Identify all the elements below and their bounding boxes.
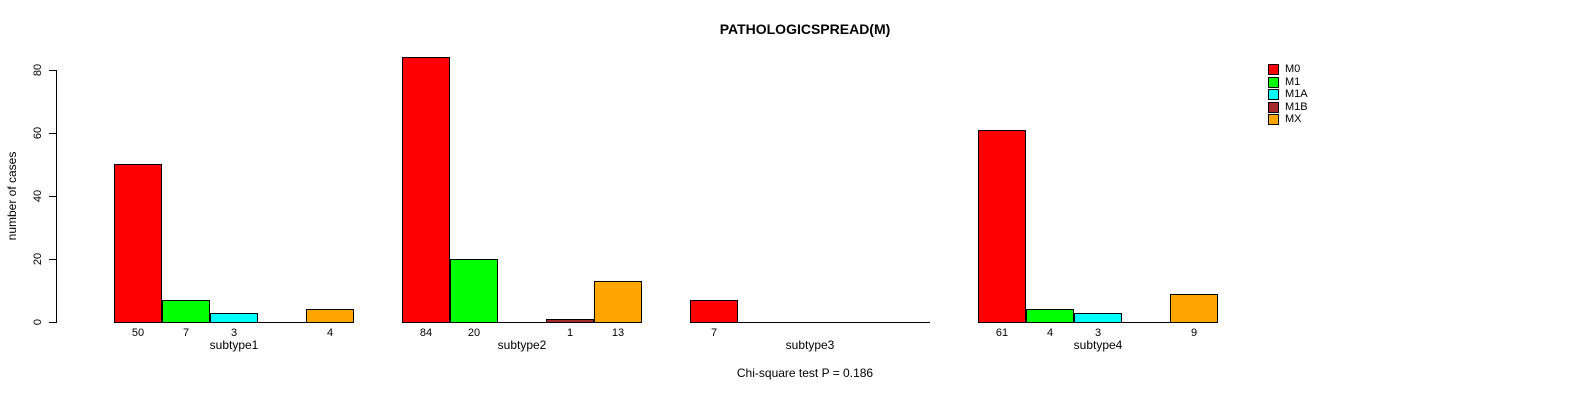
bar-M1A-subtype4 [1074,313,1122,323]
legend-swatch-M1B [1268,101,1279,113]
x-axis-label-subtype2: subtype2 [497,338,547,352]
y-axis-tick [49,196,56,197]
bar-value-label-M1-subtype1: 7 [182,327,190,339]
x-axis-label-subtype1: subtype1 [209,338,259,352]
legend-swatch-MX [1268,114,1279,125]
y-axis-tick-label: 20 [32,252,44,266]
chart-title: PATHOLOGICSPREAD(M) [719,21,891,37]
legend-swatch-M0 [1268,64,1279,75]
y-axis-tick [49,133,56,134]
bar-M0-subtype3 [690,300,738,323]
bar-M0-subtype1 [114,164,162,323]
legend-label-MX: MX [1285,113,1302,125]
bar-value-label-M1-subtype4: 4 [1046,327,1054,339]
bar-M1-subtype2 [450,259,498,323]
y-axis-tick-label: 80 [32,63,44,77]
bar-value-label-M0-subtype1: 50 [131,327,145,339]
bar-value-label-M1-subtype2: 20 [467,327,481,339]
legend-label-M0: M0 [1285,63,1301,75]
chi-square-caption: Chi-square test P = 0.186 [736,366,874,380]
bar-value-label-M1A-subtype1: 3 [230,327,238,339]
bar-M1-subtype1 [162,300,210,323]
bar-value-label-MX-subtype4: 9 [1190,327,1198,339]
y-axis-tick [49,70,56,71]
x-axis-label-subtype4: subtype4 [1073,338,1123,352]
bar-value-label-MX-subtype1: 4 [326,327,334,339]
bar-value-label-M0-subtype4: 61 [995,327,1009,339]
bar-MX-subtype2 [594,281,642,323]
y-axis-title: number of cases [5,151,19,241]
legend-swatch-M1A [1268,89,1279,100]
y-axis-tick [49,259,56,260]
bar-value-label-MX-subtype2: 13 [611,327,625,339]
legend-swatch-M1 [1268,76,1279,88]
y-axis-tick [49,322,56,323]
bar-value-label-M0-subtype2: 84 [419,327,433,339]
y-axis-tick-label: 0 [32,318,44,326]
bar-value-label-M1B-subtype2: 1 [566,327,574,339]
y-axis-tick-label: 40 [32,189,44,203]
bar-M1B-subtype2 [546,319,594,323]
bar-value-label-M0-subtype3: 7 [710,327,718,339]
y-axis-line [56,70,57,323]
bar-M0-subtype4 [978,130,1026,323]
baseline-subtype3 [690,322,930,323]
bar-value-label-M1A-subtype4: 3 [1094,327,1102,339]
bar-M1-subtype4 [1026,309,1074,323]
legend-label-M1A: M1A [1285,88,1308,100]
y-axis-tick-label: 60 [32,126,44,140]
x-axis-label-subtype3: subtype3 [785,338,835,352]
legend-label-M1B: M1B [1285,100,1308,113]
legend-label-M1: M1 [1285,75,1301,88]
bar-M0-subtype2 [402,57,450,323]
bar-MX-subtype1 [306,309,354,323]
bar-M1A-subtype1 [210,313,258,323]
bar-MX-subtype4 [1170,294,1218,323]
baseline-subtype2 [402,322,642,323]
